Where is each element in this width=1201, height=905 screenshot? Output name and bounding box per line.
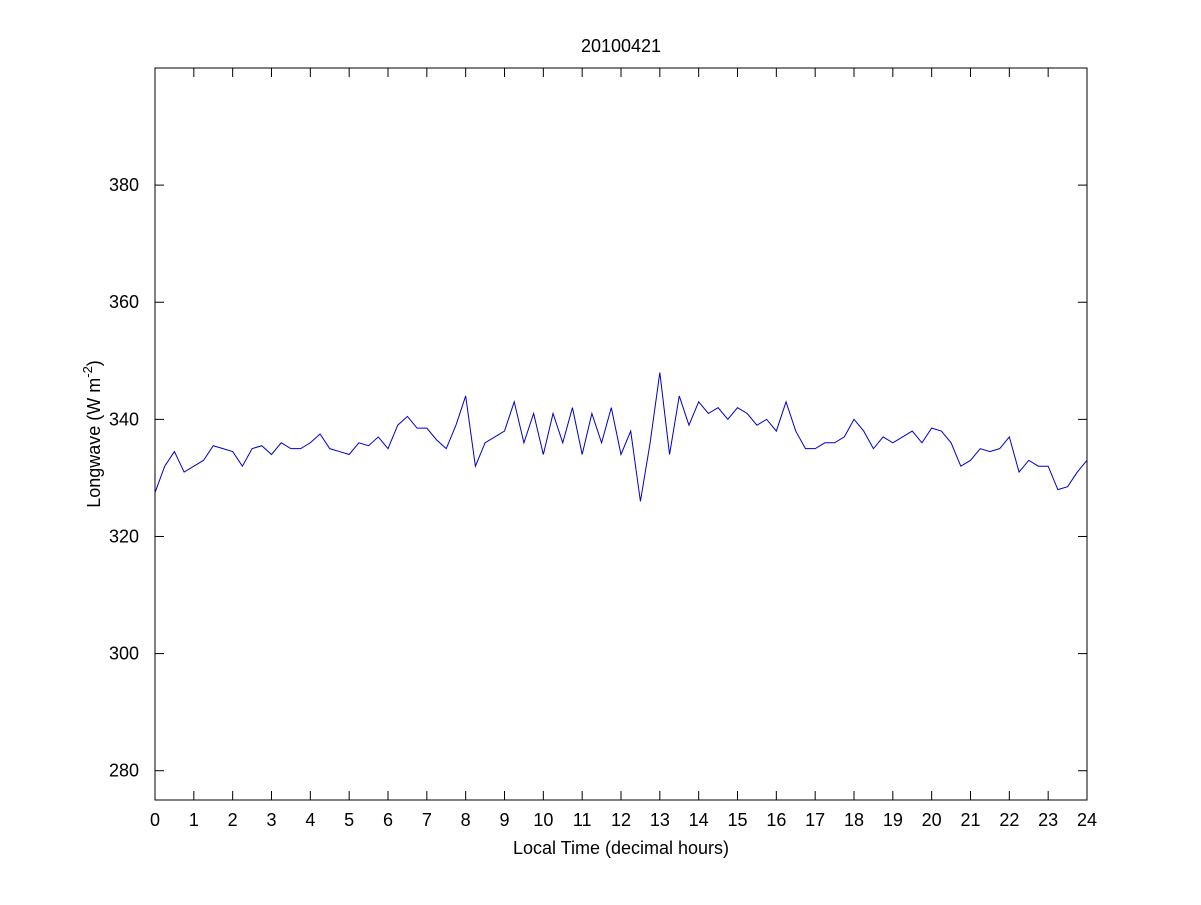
x-tick-label: 14 (689, 810, 709, 830)
y-label-exponent: -2 (80, 366, 95, 378)
x-tick-label: 9 (499, 810, 509, 830)
y-tick-label: 380 (109, 175, 139, 195)
x-tick-label: 24 (1077, 810, 1097, 830)
x-tick-label: 13 (650, 810, 670, 830)
x-tick-label: 19 (883, 810, 903, 830)
y-tick-label: 300 (109, 644, 139, 664)
x-tick-label: 15 (727, 810, 747, 830)
y-tick-label: 360 (109, 292, 139, 312)
x-tick-label: 10 (533, 810, 553, 830)
x-tick-label: 7 (422, 810, 432, 830)
plot-area (154, 67, 1088, 801)
chart-title: 20100421 (581, 36, 661, 56)
x-tick-label: 17 (805, 810, 825, 830)
x-tick-label: 12 (611, 810, 631, 830)
x-tick-label: 8 (461, 810, 471, 830)
x-tick-label: 6 (383, 810, 393, 830)
x-tick-label: 23 (1038, 810, 1058, 830)
x-tick-label: 5 (344, 810, 354, 830)
y-axis-label: Longwave (W m-2) (80, 360, 104, 508)
x-tick-label: 20 (922, 810, 942, 830)
y-label-main: Longwave (W m (84, 378, 104, 508)
x-tick-label: 21 (960, 810, 980, 830)
x-tick-label: 16 (766, 810, 786, 830)
x-tick-label: 2 (228, 810, 238, 830)
x-tick-label: 18 (844, 810, 864, 830)
data-line (154, 372, 1088, 502)
y-tick-label: 340 (109, 409, 139, 429)
x-tick-label: 4 (305, 810, 315, 830)
x-axis-label: Local Time (decimal hours) (513, 838, 729, 858)
x-tick-label: 11 (573, 810, 592, 830)
y-tick-label: 320 (109, 526, 139, 546)
y-label-end: ) (84, 360, 104, 366)
x-tick-label: 3 (266, 810, 276, 830)
y-tick-label: 280 (109, 761, 139, 781)
x-tick-label: 0 (150, 810, 160, 830)
x-tick-label: 1 (189, 810, 199, 830)
x-tick-label: 22 (999, 810, 1019, 830)
